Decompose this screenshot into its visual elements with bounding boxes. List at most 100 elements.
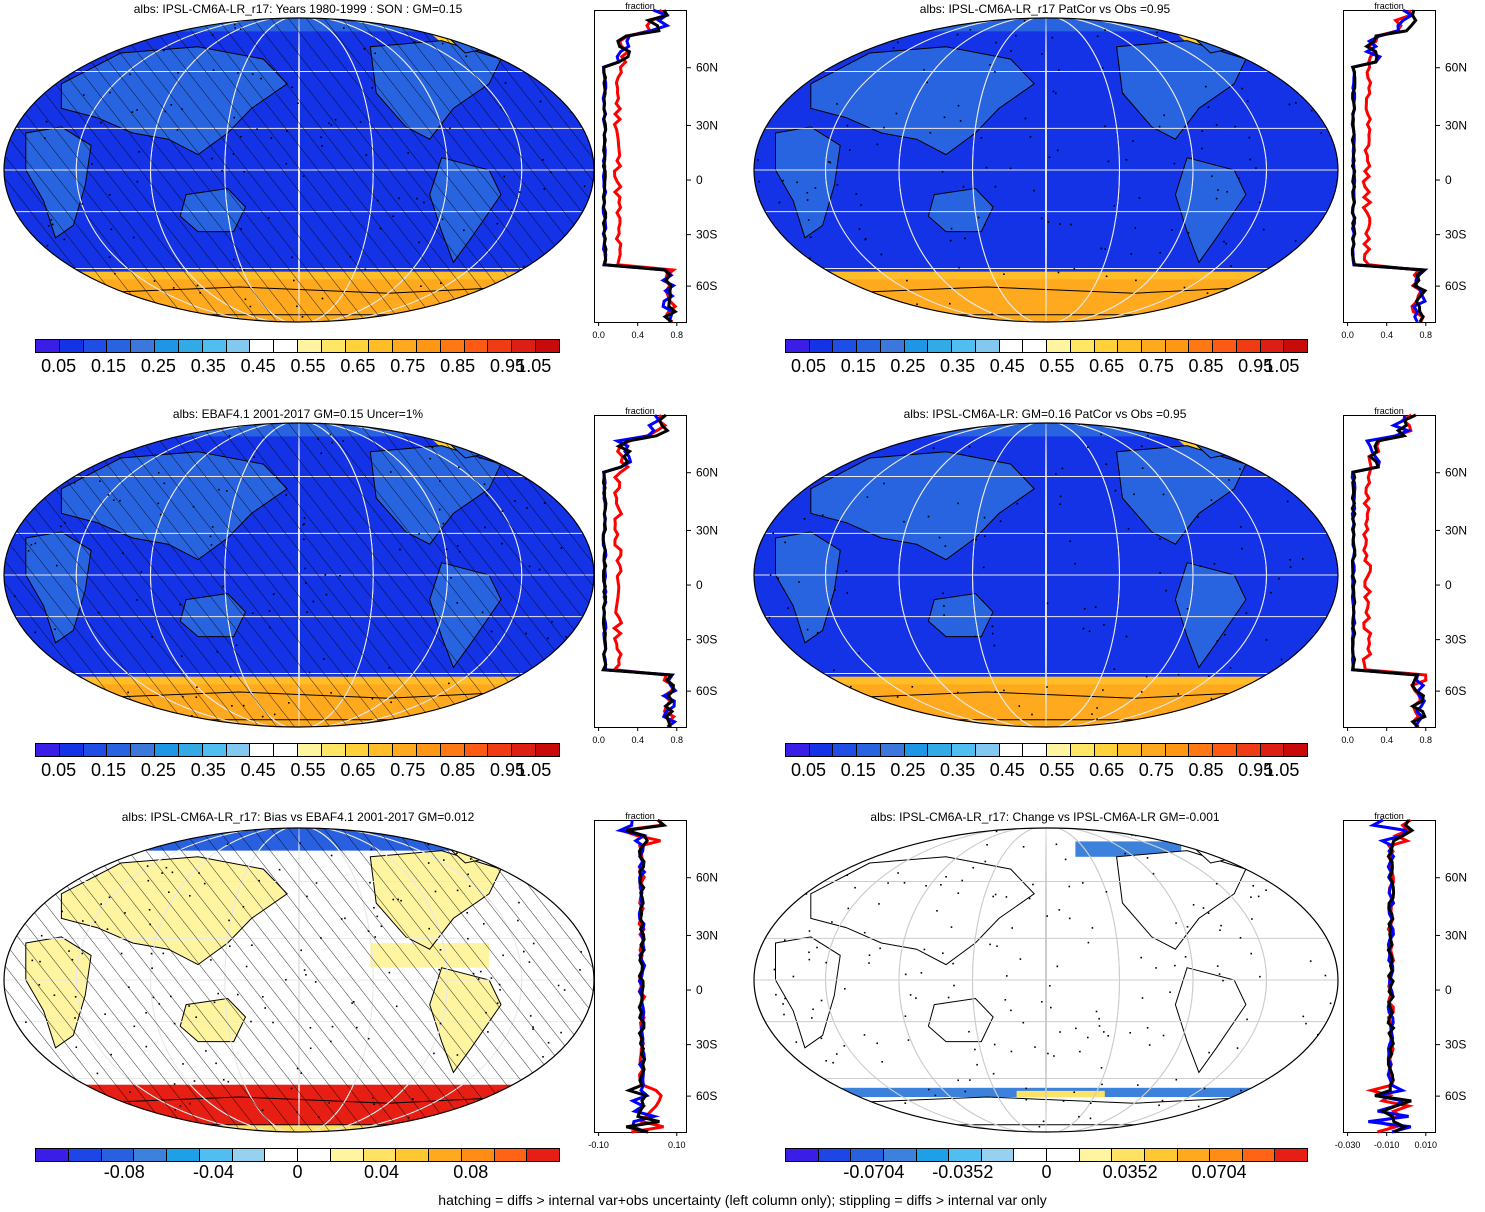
colorbar-swatch [1284,340,1308,352]
colorbar-swatch [857,744,881,756]
stippling [757,18,1338,322]
colorbar [785,1148,1308,1162]
colorbar-swatch [1284,744,1308,756]
meridian-line [972,423,1120,727]
x-tick-label: 0.0 [1341,330,1354,340]
continent-outline [775,936,841,1049]
colorbar-swatch [1112,1149,1145,1161]
colorbar-swatch [232,1149,266,1161]
lat-tick-label: 30S [1445,633,1466,647]
colorbar-swatch [1094,340,1119,352]
colorbar-swatch [321,340,346,352]
colorbar-swatch [1142,340,1166,352]
lat-tick-label: 60S [696,1089,717,1103]
colorbar-swatch [975,744,1000,756]
colorbar-label: 1.05 [1264,760,1300,780]
lat-tick-label: 60N [1445,61,1467,75]
profile-top-label: fraction [1374,406,1404,416]
colorbar-swatch [851,1149,884,1161]
colorbar-swatch [928,744,953,756]
continent-outline [810,46,1035,156]
lat-tick-label: 30N [696,118,718,132]
colorbar-swatch [83,744,108,756]
colorbar-swatch [786,744,810,756]
panel-title: albs: IPSL-CM6A-LR_r17: Change vs IPSL-C… [870,810,1220,824]
colorbar-swatch [464,744,489,756]
colorbar-label: 0.65 [1089,356,1125,376]
hatching [4,18,594,322]
colorbar-label: 0.25 [140,760,176,780]
colorbar-label: 0.08 [453,1162,489,1182]
colorbar-label: 0.65 [1089,760,1125,780]
colorbar-label: 0.15 [90,760,127,780]
colorbar-swatch [107,744,132,756]
colorbar-swatch [1275,1149,1307,1161]
colorbar-swatch [101,1149,135,1161]
lat-tick-label: 0 [1445,983,1452,997]
meridian-line [825,18,1267,322]
lat-tick-label: 0 [696,983,703,997]
colorbar-swatch [202,744,227,756]
profile-line [600,413,675,728]
colorbar-swatch [527,1149,559,1161]
lat-tick-label: 30S [1445,1038,1466,1052]
profile-line [1350,9,1429,323]
colorbar-swatch [1260,340,1285,352]
colorbar-swatch [178,744,203,756]
profile-frame [594,415,687,728]
profile-line [624,818,668,1134]
colorbar-label: -0.0704 [843,1162,905,1182]
colorbar-swatch [1070,744,1095,756]
colorbar [785,339,1308,353]
profile-line [601,9,678,324]
colorbar-swatch [536,744,559,756]
lat-tick-label: 60S [1445,279,1466,293]
profile-top-label: fraction [625,1,655,11]
colorbar-label: 0.95 [489,356,526,376]
colorbar-label: -0.04 [192,1162,235,1182]
colorbar-swatch [345,340,370,352]
colorbar-swatch [1014,1149,1047,1161]
colorbar-swatch [1213,744,1237,756]
colorbar-swatch [904,744,929,756]
lat-tick-label: 0 [696,173,703,187]
continent-outline [810,856,1035,966]
colorbar-swatch [393,744,417,756]
panel-title: albs: EBAF4.1 2001-2017 GM=0.15 Uncer=1% [172,407,424,421]
colorbar-swatch [134,1149,167,1161]
colorbar-label: 0.75 [390,760,426,780]
colorbar-swatch [1023,744,1048,756]
panel-title: albs: IPSL-CM6A-LR_r17: Bias vs EBAF4.1 … [121,810,475,824]
x-tick-label: 0.8 [1420,330,1433,340]
profile-line [612,8,678,324]
lat-tick-label: 60N [696,466,718,480]
colorbar-swatch [1189,340,1214,352]
colorbar-swatch [396,1149,429,1161]
profile-top-label: fraction [625,811,655,821]
colorbar-swatch [274,340,298,352]
zonal-profile: fraction 60N 30N 0 30S 60S -0.10 0.10 [588,811,746,1161]
zonal-profile: fraction 60N 30N 0 30S 60S 0.0 0.4 0.8 [592,406,746,756]
x-tick-label: 0.8 [1420,735,1433,745]
lat-tick-label: 30N [1445,523,1467,537]
lat-tick-label: 30S [696,228,717,242]
x-tick-label: 0.8 [671,735,684,745]
colorbar-swatch [1118,744,1143,756]
colorbar-swatch [250,744,275,756]
colorbar-label: 0.35 [190,760,226,780]
colorbar-swatch [916,1149,950,1161]
colorbar-label: 0 [1041,1162,1052,1182]
colorbar-swatch [981,1149,1015,1161]
colorbar-swatch [226,340,251,352]
colorbar-swatch [809,744,834,756]
colorbar-swatch [952,744,976,756]
colorbar-swatch [1242,1149,1276,1161]
colorbar-label: 0.25 [890,356,926,376]
colorbar-swatch [1210,1149,1243,1161]
zonal-profile: fraction 60N 30N 0 30S 60S 0.0 0.4 0.8 [592,1,746,351]
colorbar-swatch [36,1149,69,1161]
colorbar-swatch [904,340,929,352]
map-border [753,422,1339,728]
colorbar-label: 0.25 [140,356,176,376]
colorbar-label: 0.04 [363,1162,400,1182]
